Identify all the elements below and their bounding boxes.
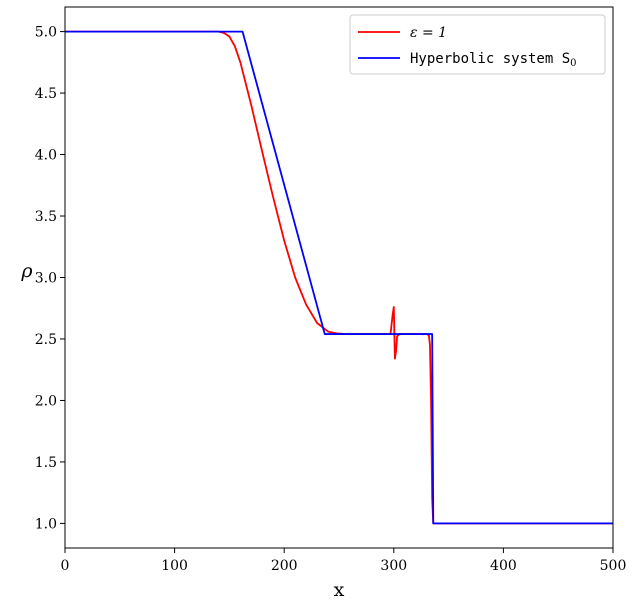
legend-label-eps: ε = 1	[410, 25, 447, 41]
legend-label-hyperbolic: Hyperbolic system S0	[410, 51, 577, 69]
x-tick-label: 200	[271, 558, 298, 574]
plot-area	[65, 7, 613, 548]
y-tick-label: 3.5	[35, 209, 57, 225]
x-axis-label: x	[334, 579, 345, 601]
legend: ε = 1 Hyperbolic system S0	[349, 14, 606, 75]
x-tick-label: 0	[61, 558, 70, 574]
y-tick-label: 1.5	[35, 455, 57, 471]
series-line-1	[65, 30, 613, 525]
y-tick-label: 4.0	[35, 148, 57, 164]
y-tick-label: 2.5	[35, 332, 57, 348]
y-tick-label: 1.0	[35, 516, 57, 532]
series-lines	[65, 30, 613, 525]
x-tick-label: 500	[600, 558, 627, 574]
legend-box	[349, 14, 606, 75]
legend-label-hyperbolic-main: Hyperbolic system S	[410, 51, 570, 67]
y-tick-label: 2.0	[35, 393, 57, 409]
y-axis-label: ρ	[20, 260, 33, 282]
legend-label-hyperbolic-sub: 0	[570, 58, 576, 69]
y-tick-label: 3.0	[35, 271, 57, 287]
y-tick-label: 5.0	[35, 25, 57, 41]
x-tick-label: 400	[490, 558, 517, 574]
y-tick-label: 4.5	[35, 86, 57, 102]
y-axis-ticks: 1.0 1.5 2.0 2.5 3.0 3.5 4.0 4.5 5.0	[35, 25, 65, 532]
x-tick-label: 100	[161, 558, 188, 574]
x-axis-ticks: 0 100 200 300 400 500	[61, 548, 627, 574]
x-tick-label: 300	[380, 558, 407, 574]
